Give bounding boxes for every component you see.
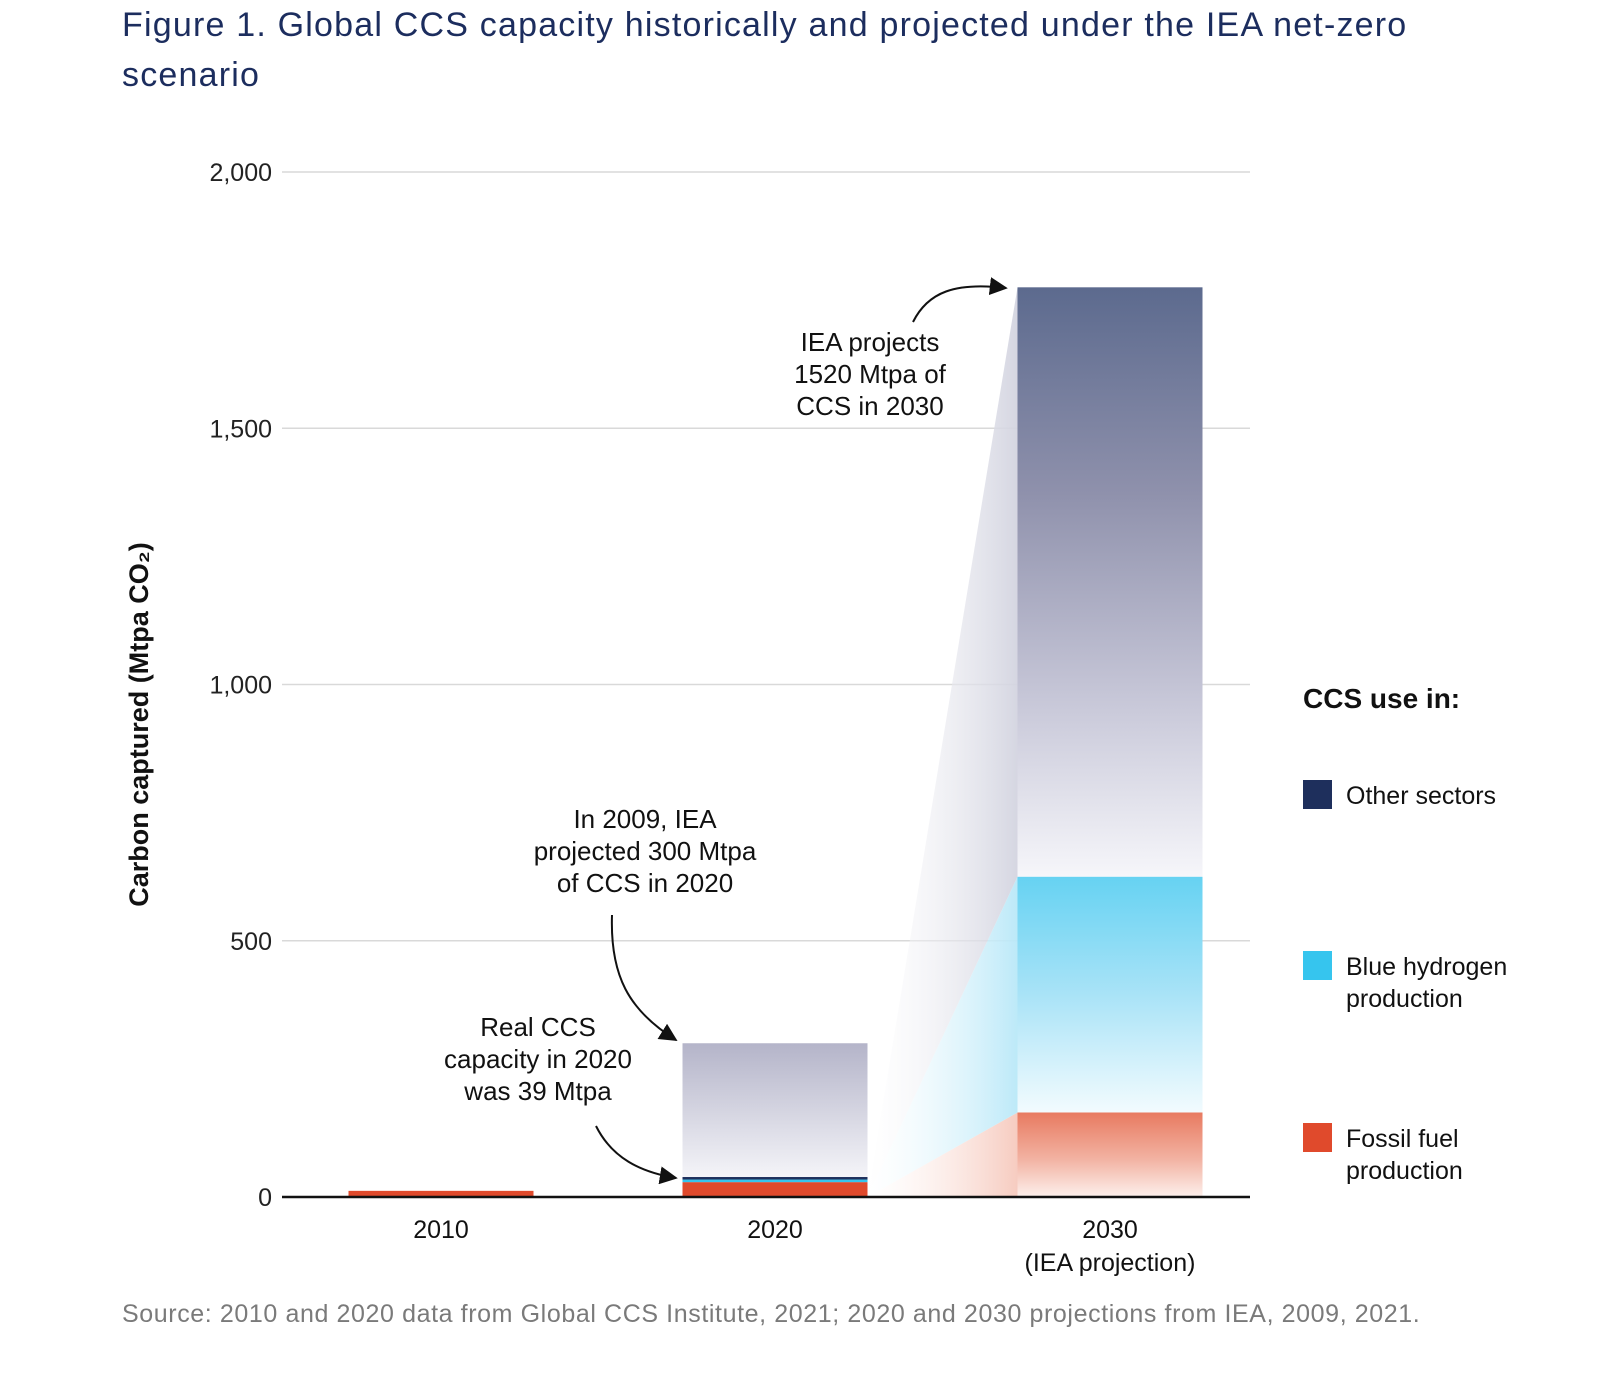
annotation-real2020-line: was 39 Mtpa xyxy=(463,1076,612,1106)
x-tick-label: 2020 xyxy=(747,1216,803,1244)
legend: CCS use in: Other sectors Blue hydrogen pro… xyxy=(1303,683,1507,1185)
annotation-real2020-line: Real CCS xyxy=(480,1012,596,1042)
bar-2030-blue xyxy=(1017,876,1203,1113)
legend-label-fossil: Fossil fuel xyxy=(1346,1125,1459,1153)
x-tick-label: 2010 xyxy=(413,1216,469,1244)
figure-title: Figure 1. Global CCS capacity historical… xyxy=(122,6,1408,94)
bar-2030-other xyxy=(1017,287,1203,877)
arrow-iea2009 xyxy=(610,914,678,1041)
y-tick-label: 1,000 xyxy=(209,672,272,700)
legend-label-fossil-line2: production xyxy=(1346,1157,1463,1185)
legend-swatch-fossil xyxy=(1303,1123,1332,1152)
bar-2020-fossil xyxy=(682,1182,868,1197)
projection-wedges xyxy=(867,287,1018,1197)
bar-2010-fossil xyxy=(348,1190,534,1197)
y-tick-label: 1,500 xyxy=(209,415,272,443)
arrow-iea2030 xyxy=(912,277,1008,323)
annotation-iea2009-line: projected 300 Mtpa xyxy=(534,836,757,866)
y-tick-label: 0 xyxy=(258,1184,272,1212)
bar-2030-fossil xyxy=(1017,1112,1203,1197)
x-tick-sublabel: (IEA projection) xyxy=(1025,1249,1196,1277)
y-axis-label: Carbon captured (Mtpa CO₂) xyxy=(124,542,154,907)
annotation-iea2030-line: IEA projects xyxy=(801,327,940,357)
annotation-iea2030-line: CCS in 2030 xyxy=(796,391,943,421)
y-tick-label: 500 xyxy=(230,928,272,956)
annotation-iea2030-line: 1520 Mtpa of xyxy=(794,359,947,389)
projection-wedge-other xyxy=(867,287,1018,1197)
annotation-iea2009-line: of CCS in 2020 xyxy=(557,868,733,898)
arrow-real2020 xyxy=(595,1125,678,1185)
x-tick-label: 2030 xyxy=(1082,1216,1138,1244)
bar-2020-blue xyxy=(682,1179,868,1183)
legend-label-blue: Blue hydrogen xyxy=(1346,953,1507,981)
axes: 0 500 1,000 1,500 2,000 Carbon captured (Mtpa… xyxy=(124,159,1250,1277)
stacked-bars xyxy=(348,287,1203,1197)
annotation-iea2009-line: In 2009, IEA xyxy=(573,804,717,834)
legend-label-other: Other sectors xyxy=(1346,782,1496,810)
bar-2020-iea2009 xyxy=(682,1043,868,1178)
bar-2020-other xyxy=(682,1177,868,1180)
legend-swatch-other xyxy=(1303,780,1332,809)
legend-title: CCS use in: xyxy=(1303,683,1460,714)
legend-label-blue-line2: production xyxy=(1346,985,1463,1013)
legend-swatch-blue xyxy=(1303,951,1332,980)
source-note: Source: 2010 and 2020 data from Global C… xyxy=(122,1300,1421,1328)
y-tick-label: 2,000 xyxy=(209,159,272,187)
annotation-real2020-line: capacity in 2020 xyxy=(444,1044,632,1074)
ccs-chart: 0 500 1,000 1,500 2,000 Carbon captured (Mtpa… xyxy=(124,159,1507,1277)
